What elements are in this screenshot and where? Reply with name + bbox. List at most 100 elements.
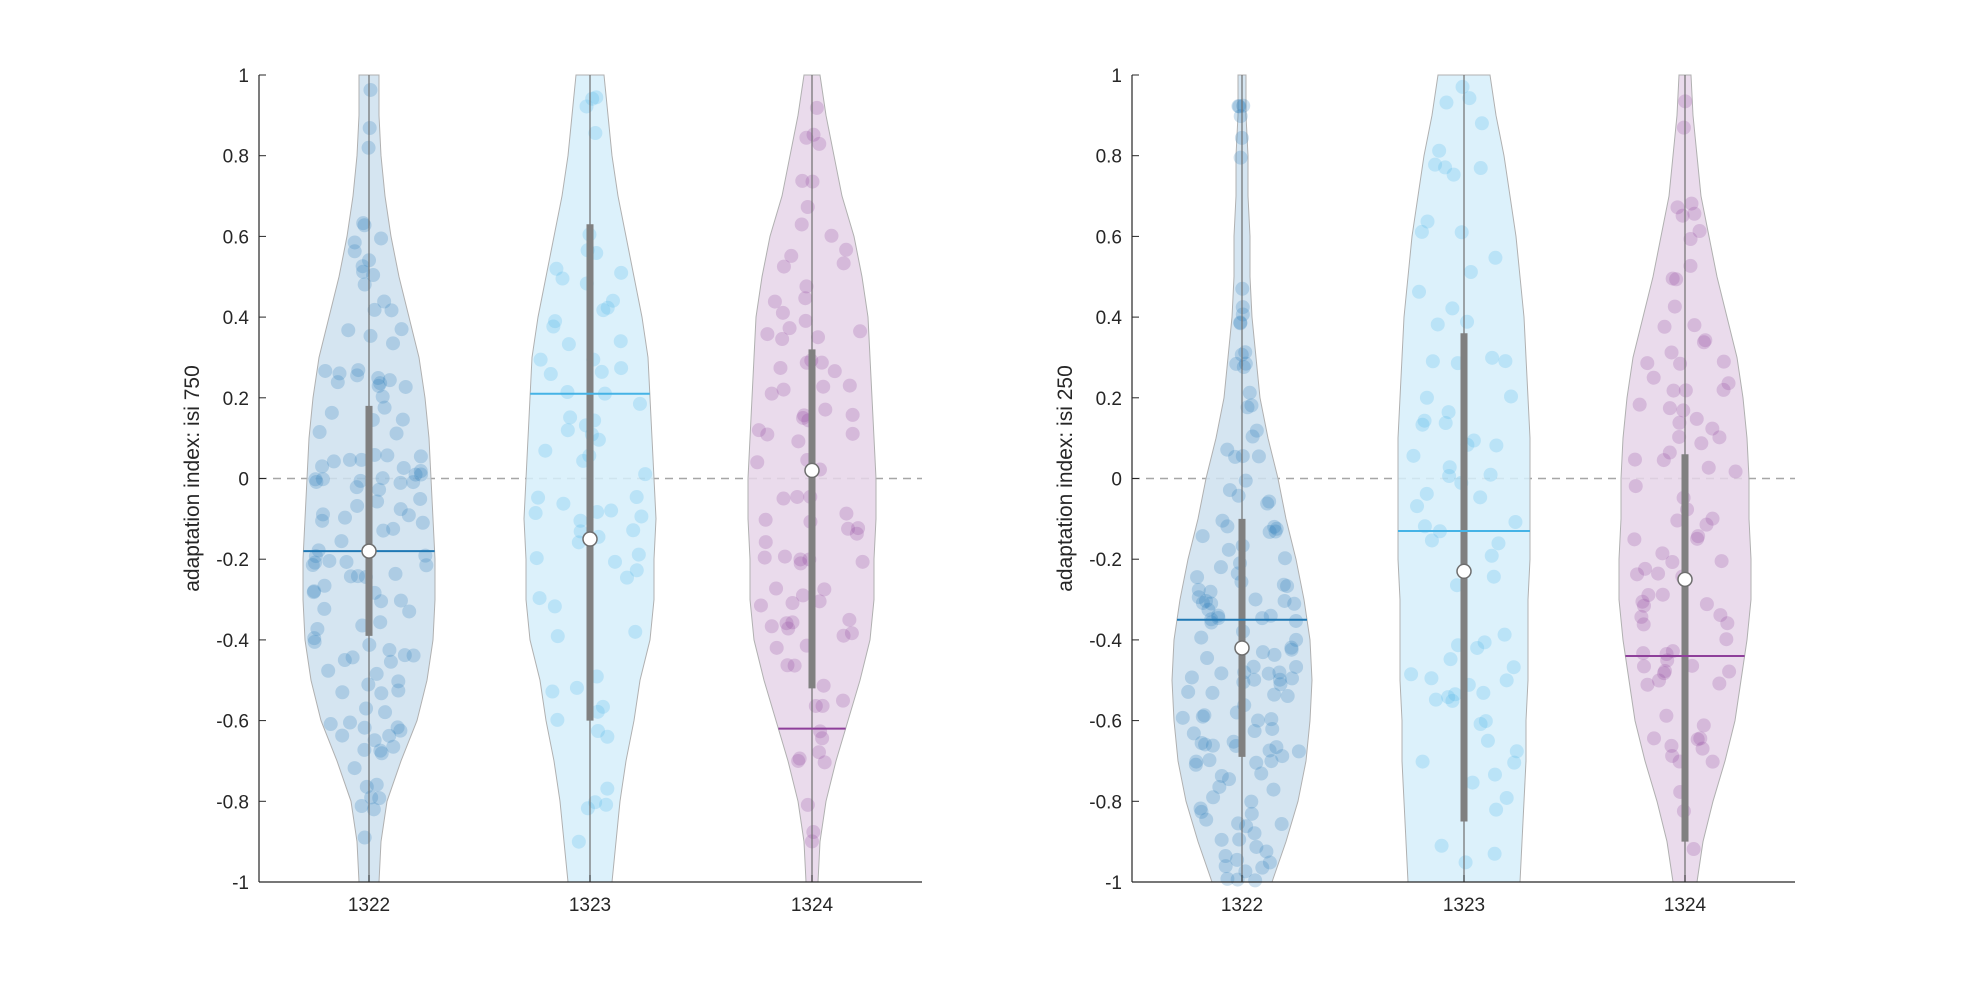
data-point — [547, 599, 562, 614]
data-point — [402, 604, 417, 619]
data-point — [600, 729, 615, 744]
data-point — [1665, 644, 1680, 659]
data-point — [1188, 757, 1203, 772]
data-point — [1656, 453, 1671, 468]
data-point — [811, 330, 826, 345]
data-point — [1189, 754, 1204, 769]
data-point — [785, 615, 800, 630]
data-point — [1487, 767, 1502, 782]
data-point — [1248, 873, 1263, 888]
median-marker-1323 — [582, 531, 598, 547]
data-point — [308, 472, 323, 487]
data-point — [808, 698, 823, 713]
data-point — [1425, 354, 1440, 369]
violin-group-1324 — [1618, 74, 1752, 883]
data-point — [1728, 464, 1743, 479]
data-point — [324, 405, 339, 420]
data-point — [1268, 524, 1283, 539]
y-tick-label: 0.8 — [223, 147, 249, 168]
data-point — [1272, 665, 1287, 680]
data-point — [1690, 531, 1705, 546]
data-point — [614, 361, 629, 376]
data-point — [1184, 670, 1199, 685]
data-point — [1211, 611, 1226, 626]
data-point — [307, 631, 322, 646]
data-point — [1410, 499, 1425, 514]
data-point — [309, 474, 324, 489]
data-point — [1240, 400, 1255, 415]
data-point — [389, 426, 404, 441]
data-point — [550, 712, 565, 727]
data-point — [1228, 449, 1243, 464]
data-point — [1245, 429, 1260, 444]
x-tick-label: 1323 — [569, 895, 611, 916]
data-point — [1242, 385, 1257, 400]
data-point — [1441, 690, 1456, 705]
data-point — [1676, 120, 1691, 135]
data-point — [386, 739, 401, 754]
data-point — [1465, 775, 1480, 790]
data-point — [1235, 307, 1250, 322]
data-point — [1684, 196, 1699, 211]
data-point — [413, 491, 428, 506]
data-point — [359, 701, 374, 716]
data-point — [753, 598, 768, 613]
data-point — [1641, 588, 1656, 603]
data-point — [800, 200, 815, 215]
data-point — [342, 452, 357, 467]
data-point — [1218, 849, 1233, 864]
data-point — [1251, 713, 1266, 728]
y-tick-label: 0.4 — [1096, 308, 1123, 329]
data-point — [357, 830, 372, 845]
y-tick-label: -0.8 — [1089, 792, 1122, 813]
data-point — [401, 508, 416, 523]
data-point — [1692, 224, 1707, 239]
y-tick-label: -0.8 — [216, 792, 249, 813]
data-point — [370, 494, 385, 509]
data-point — [634, 509, 649, 524]
data-point — [397, 648, 412, 663]
data-point — [373, 615, 388, 630]
data-point — [855, 554, 870, 569]
data-point — [1417, 519, 1432, 534]
data-point — [374, 594, 389, 609]
data-point — [538, 443, 553, 458]
data-point — [1285, 671, 1300, 686]
scatter-points-1323 — [1404, 79, 1524, 870]
data-point — [1233, 150, 1248, 165]
data-point — [393, 723, 408, 738]
data-point — [312, 425, 327, 440]
data-point — [337, 510, 352, 525]
data-point — [775, 305, 790, 320]
data-point — [1249, 755, 1264, 770]
data-point — [1636, 659, 1651, 674]
data-point — [816, 678, 831, 693]
violin-group-1323 — [1397, 74, 1531, 883]
data-point — [1659, 646, 1674, 661]
data-point — [1636, 646, 1651, 661]
data-point — [1191, 582, 1206, 597]
data-point — [315, 513, 330, 528]
data-point — [1509, 744, 1524, 759]
y-tick-label: 0.2 — [223, 389, 249, 410]
data-point — [1699, 597, 1714, 612]
data-point — [367, 733, 382, 748]
data-point — [1428, 692, 1443, 707]
data-point — [1443, 652, 1458, 667]
data-point — [335, 685, 350, 700]
data-point — [390, 720, 405, 735]
data-point — [1222, 483, 1237, 498]
data-point — [1696, 718, 1711, 733]
data-point — [750, 455, 765, 470]
data-point — [798, 291, 813, 306]
data-point — [638, 467, 653, 482]
data-point — [1672, 429, 1687, 444]
data-point — [842, 612, 857, 627]
data-point — [775, 332, 790, 347]
data-point — [1658, 664, 1673, 679]
data-point — [1483, 467, 1498, 482]
data-point — [1705, 421, 1720, 436]
data-point — [414, 467, 429, 482]
scatter-points-1324 — [750, 100, 870, 849]
data-point — [760, 427, 775, 442]
